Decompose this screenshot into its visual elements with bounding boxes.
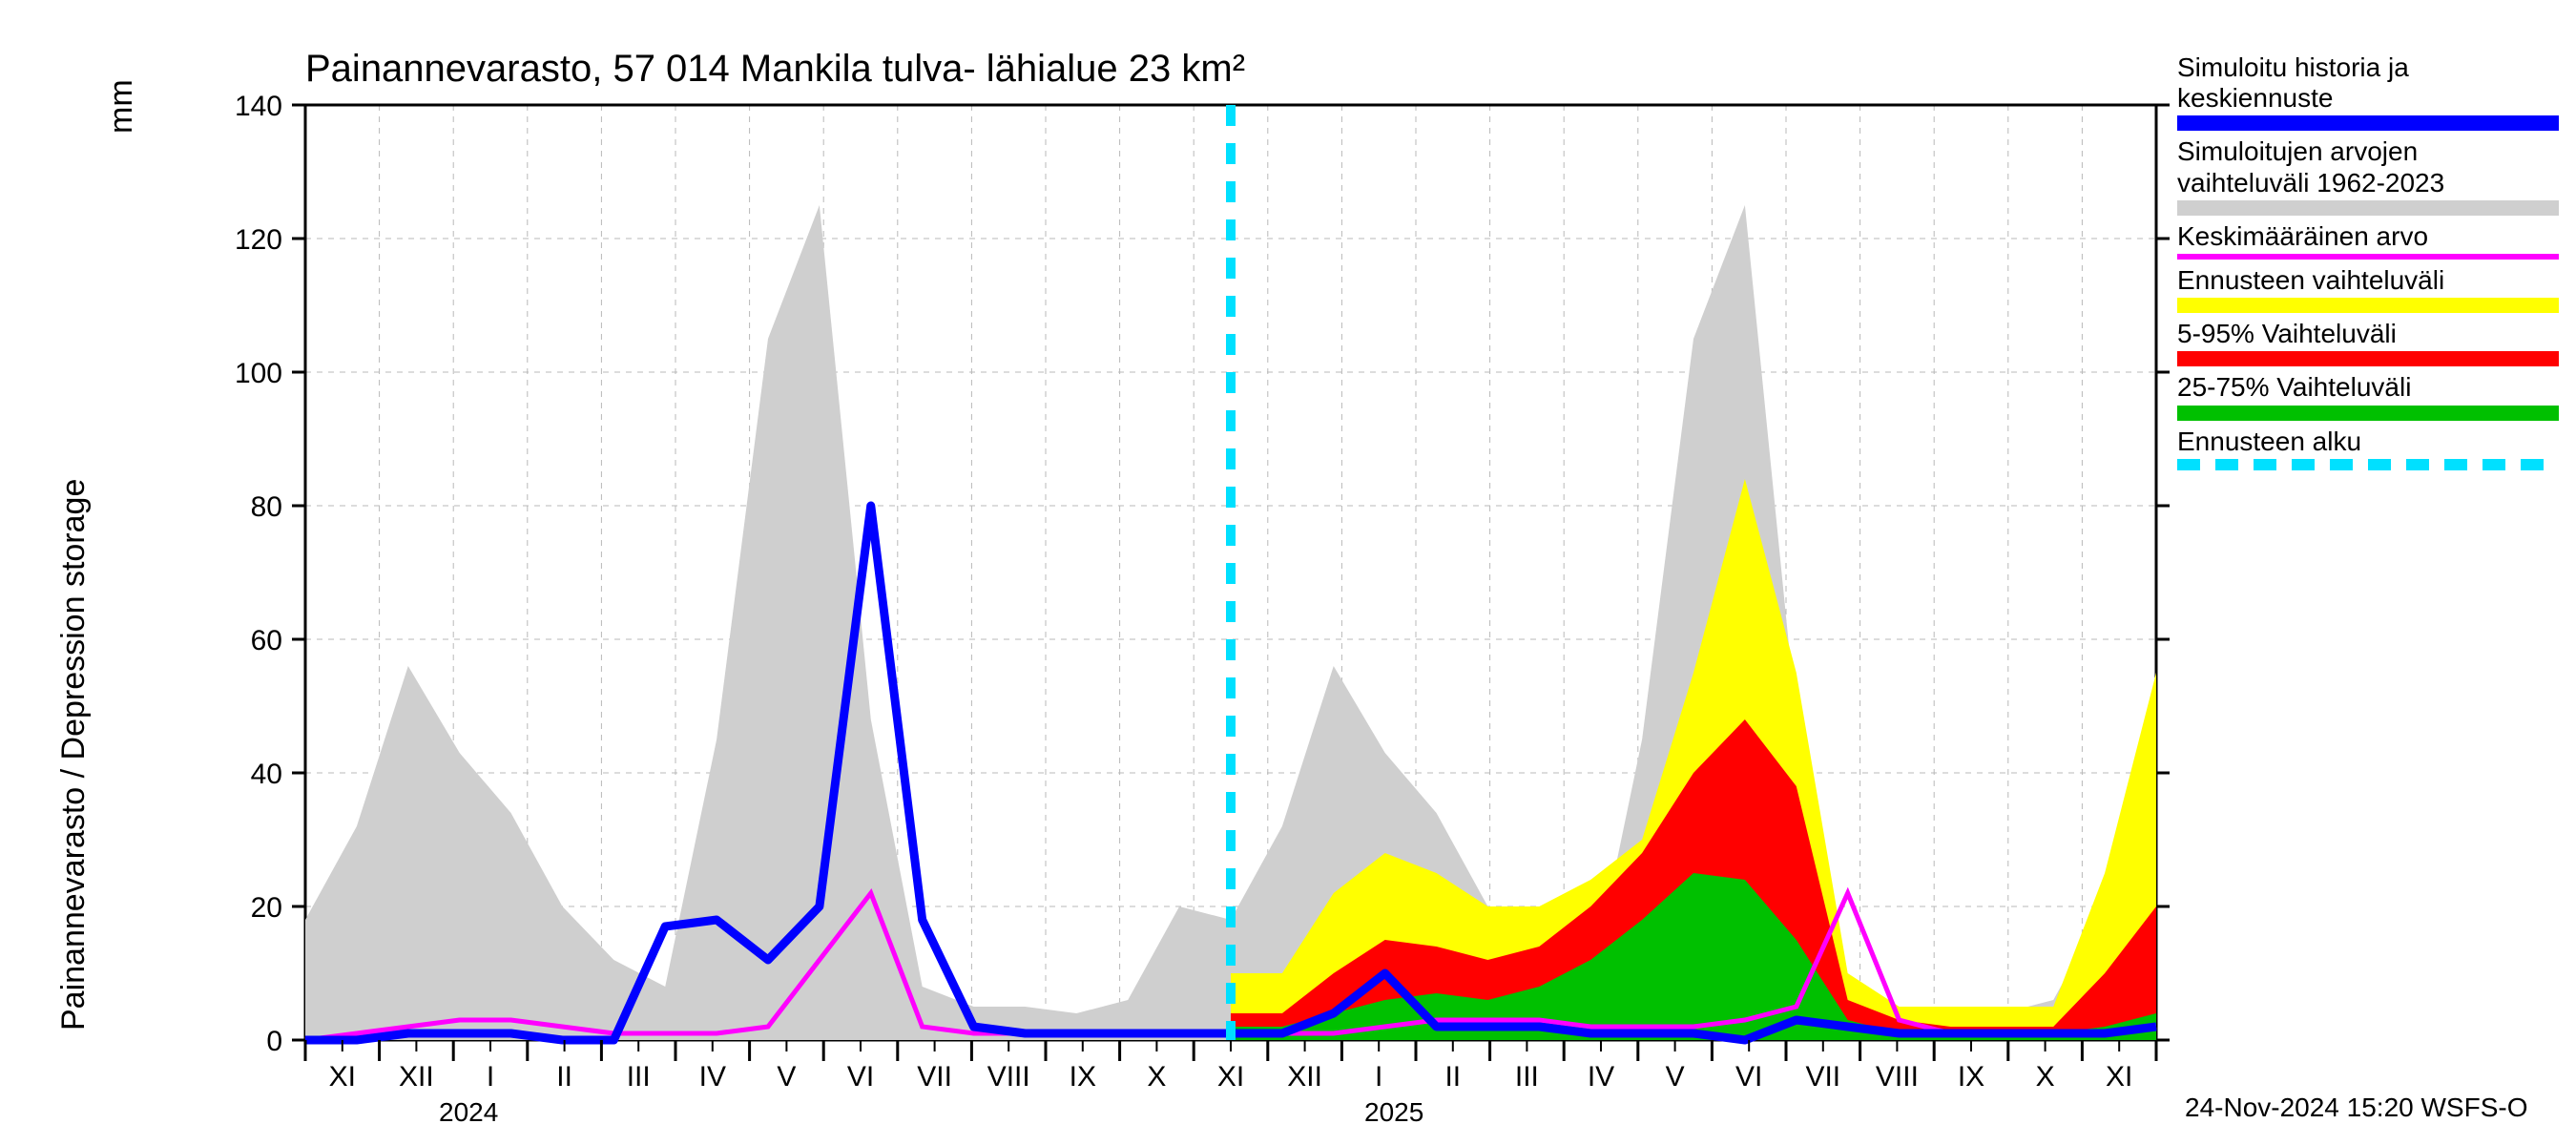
svg-text:IV: IV — [699, 1061, 726, 1093]
svg-text:X: X — [2036, 1061, 2055, 1093]
svg-text:20: 20 — [251, 892, 282, 924]
year-label-1: 2024 — [439, 1097, 498, 1128]
svg-text:II: II — [556, 1061, 572, 1093]
svg-text:III: III — [627, 1061, 651, 1093]
legend-swatch — [2177, 254, 2559, 260]
svg-text:VII: VII — [1805, 1061, 1840, 1093]
svg-text:XI: XI — [1217, 1061, 1244, 1093]
svg-text:III: III — [1515, 1061, 1539, 1093]
legend-entry: Keskimääräinen arvo — [2177, 221, 2559, 260]
svg-text:XI: XI — [329, 1061, 356, 1093]
legend-entry: Ennusteen alku — [2177, 427, 2559, 470]
y-axis-label: Painannevarasto / Depression storage — [55, 479, 93, 1030]
svg-text:VII: VII — [917, 1061, 952, 1093]
legend-swatch — [2177, 298, 2559, 313]
legend-entry: Simuloitu historia jakeskiennuste — [2177, 52, 2559, 131]
svg-text:II: II — [1444, 1061, 1461, 1093]
legend-entry: 25-75% Vaihteluväli — [2177, 372, 2559, 420]
svg-text:I: I — [487, 1061, 494, 1093]
svg-text:VI: VI — [847, 1061, 874, 1093]
legend-swatch — [2177, 459, 2559, 470]
svg-text:120: 120 — [235, 224, 282, 256]
legend: Simuloitu historia jakeskiennusteSimuloi… — [2177, 52, 2559, 476]
legend-swatch — [2177, 351, 2559, 366]
legend-entry: Simuloitujen arvojenvaihteluväli 1962-20… — [2177, 136, 2559, 215]
chart-title: Painannevarasto, 57 014 Mankila tulva- l… — [305, 48, 1245, 91]
svg-text:V: V — [1666, 1061, 1685, 1093]
svg-text:0: 0 — [266, 1026, 282, 1057]
svg-text:80: 80 — [251, 491, 282, 523]
legend-swatch — [2177, 406, 2559, 421]
legend-entry: Ennusteen vaihteluväli — [2177, 265, 2559, 313]
svg-text:60: 60 — [251, 625, 282, 656]
svg-text:VIII: VIII — [1876, 1061, 1919, 1093]
legend-swatch — [2177, 200, 2559, 216]
svg-text:X: X — [1147, 1061, 1166, 1093]
svg-text:IV: IV — [1588, 1061, 1614, 1093]
svg-text:40: 40 — [251, 759, 282, 790]
svg-text:XI: XI — [2106, 1061, 2132, 1093]
legend-entry: 5-95% Vaihteluväli — [2177, 319, 2559, 366]
year-label-2: 2025 — [1364, 1097, 1423, 1128]
footer-timestamp: 24-Nov-2024 15:20 WSFS-O — [2185, 1093, 2528, 1123]
svg-text:IX: IX — [1958, 1061, 1984, 1093]
svg-text:140: 140 — [235, 91, 282, 122]
svg-text:V: V — [777, 1061, 796, 1093]
svg-text:I: I — [1375, 1061, 1382, 1093]
svg-text:VIII: VIII — [987, 1061, 1030, 1093]
svg-text:VI: VI — [1735, 1061, 1762, 1093]
chart-container: 020406080100120140XIXIIIIIIIIIVVVIVIIVII… — [0, 0, 2576, 1145]
y-axis-unit: mm — [103, 79, 140, 134]
svg-text:XII: XII — [399, 1061, 434, 1093]
svg-text:IX: IX — [1070, 1061, 1096, 1093]
svg-text:100: 100 — [235, 358, 282, 389]
legend-swatch — [2177, 115, 2559, 131]
svg-text:XII: XII — [1287, 1061, 1322, 1093]
